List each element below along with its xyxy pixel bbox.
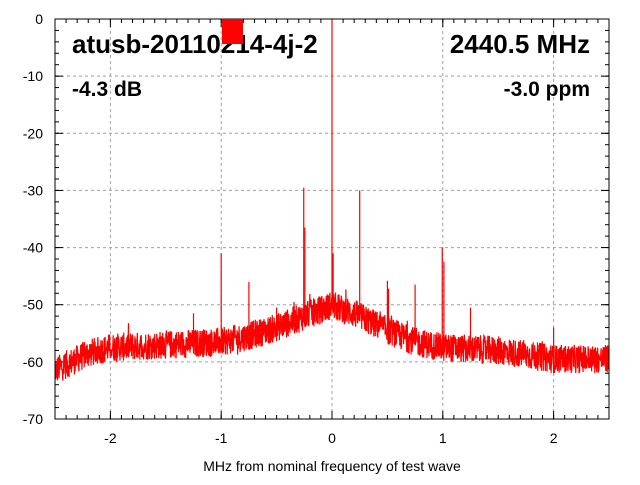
ppm-label: -3.0 ppm [504, 78, 590, 101]
spectrum-series [54, 19, 610, 381]
tick-labels: -2 -1 0 1 20-10-20-30-40-50-60-70 [23, 11, 558, 446]
y-tick-label: 0 [35, 11, 43, 27]
red-marker [222, 19, 243, 44]
x-tick-label: 1 [439, 430, 447, 446]
frequency-label: 2440.5 MHz [450, 29, 590, 59]
x-tick-label: -1 [215, 430, 228, 446]
y-tick-label: -60 [23, 354, 43, 370]
y-tick-label: -40 [23, 240, 43, 256]
y-tick-label: -50 [23, 297, 43, 313]
x-axis-label: MHz from nominal frequency of test wave [203, 458, 461, 474]
x-tick-label: 0 [328, 430, 336, 446]
chart-title: atusb-20110214-4j-2 [72, 29, 318, 59]
y-tick-label: -70 [23, 411, 43, 427]
level-label: -4.3 dB [72, 78, 142, 101]
x-tick-label: -2 [104, 430, 117, 446]
x-tick-label: 2 [550, 430, 558, 446]
y-tick-label: -20 [23, 125, 43, 141]
y-tick-label: -10 [23, 68, 43, 84]
plot-border [54, 18, 610, 420]
y-tick-label: -30 [23, 182, 43, 198]
